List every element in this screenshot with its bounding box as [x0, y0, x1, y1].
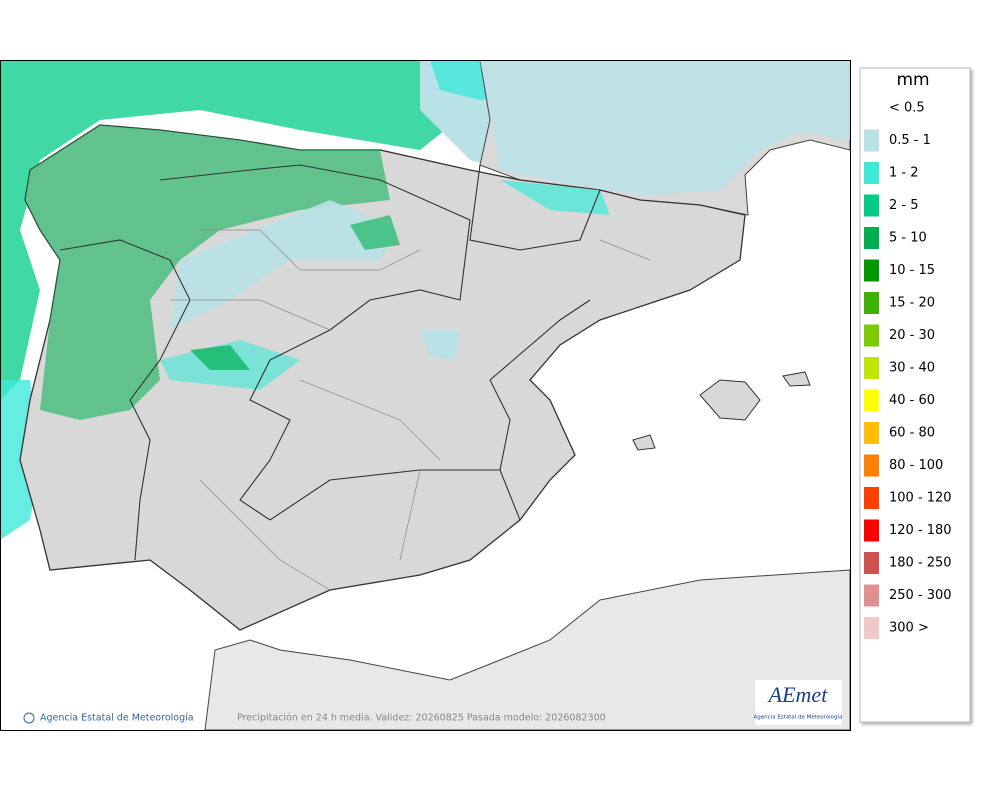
legend-swatch — [864, 552, 879, 574]
logo — [755, 680, 842, 725]
copyright-icon — [23, 712, 35, 724]
legend-swatch — [864, 194, 879, 217]
legend-label: 1 - 2 — [889, 166, 919, 181]
legend: < 0.5 0.5 - 1 1 - 2 2 - 5 5 - 10 10 - 15 15 - … — [864, 97, 952, 639]
legend-swatch — [864, 129, 879, 152]
legend-swatch — [864, 259, 879, 282]
legend-swatch — [864, 454, 879, 477]
legend-label: 100 - 120 — [889, 491, 952, 506]
legend-swatch — [864, 357, 879, 379]
legend-label: < 0.5 — [889, 101, 925, 116]
legend-label: 30 - 40 — [889, 361, 935, 376]
legend-swatch — [864, 487, 879, 509]
legend-label: 180 - 250 — [889, 556, 952, 571]
legend-label: 300 > — [889, 621, 929, 636]
legend-swatch — [864, 292, 879, 314]
legend-swatch — [864, 584, 879, 607]
borders — [59, 164, 601, 561]
legend-label: 60 - 80 — [889, 426, 935, 441]
legend-label: 10 - 15 — [889, 263, 935, 278]
legend-swatch — [864, 324, 879, 347]
legend-label: 250 - 300 — [889, 588, 952, 603]
legend-label: 120 - 180 — [889, 523, 952, 538]
map — [0, 60, 850, 730]
legend-label: 0.5 - 1 — [889, 133, 931, 148]
legend-swatch — [864, 617, 879, 639]
caption: Precipitación en 24 h media. Validez: 20… — [237, 713, 606, 724]
legend-label: 2 - 5 — [889, 198, 919, 213]
legend-label: 15 - 20 — [889, 296, 935, 311]
legend-title: mm — [896, 70, 929, 90]
logo-text: AEmet — [767, 682, 829, 707]
legend-label: 40 - 60 — [889, 393, 935, 408]
credit: Agencia Estatal de Meteorología — [40, 713, 194, 724]
logo-subtitle: Agencia Estatal de Meteorología — [754, 714, 843, 721]
legend-swatch — [864, 422, 879, 444]
legend-label: 20 - 30 — [889, 328, 935, 343]
legend-swatch — [864, 97, 879, 119]
legend-swatch — [864, 519, 879, 542]
legend-label: 5 - 10 — [889, 231, 927, 246]
legend-swatch — [864, 227, 879, 249]
legend-label: 80 - 100 — [889, 458, 943, 473]
legend-swatch — [864, 389, 879, 412]
legend-swatch — [864, 162, 879, 184]
